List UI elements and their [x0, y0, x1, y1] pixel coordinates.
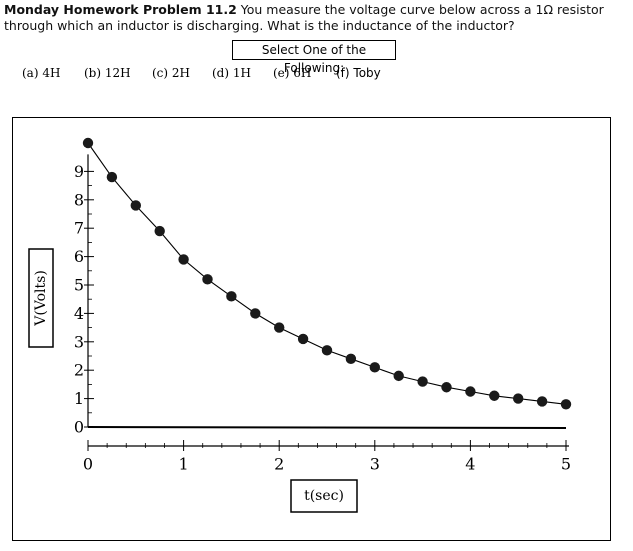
option-f[interactable]: (f) Toby [336, 66, 381, 80]
y-tick-label-4: 4 [74, 304, 84, 323]
zero-line [87, 426, 567, 429]
y-tick-label-2: 2 [74, 361, 84, 380]
data-point-11 [345, 353, 357, 365]
problem-text: You measure the voltage curve below acro… [4, 2, 604, 33]
y-axis-label: V(Volts) [33, 270, 49, 327]
y-tick-label-6: 6 [74, 247, 84, 266]
x-tick-label-1: 1 [179, 455, 189, 474]
y-tick-label-8: 8 [74, 190, 84, 209]
data-point-3 [154, 225, 165, 237]
voltage-curve-line [87, 142, 567, 405]
voltage-chart-frame: 0 1 2 3 4 5 6 7 8 9 0 1 2 3 4 5 V(Volts) t(sec) [12, 117, 611, 541]
answer-options: (a) 4H (b) 12H (c) 2H (d) 1H (e) 6H (f) … [22, 66, 522, 84]
x-axis-label: t(sec) [304, 488, 344, 504]
voltage-chart: 0 1 2 3 4 5 6 7 8 9 0 1 2 3 4 5 V(Volts) t(sec) [28, 137, 572, 513]
y-tick-label-0: 0 [74, 418, 84, 437]
x-tick-label-0: 0 [83, 455, 93, 474]
ticks: 0 1 2 3 4 5 6 7 8 9 0 1 2 3 4 5 [74, 162, 571, 474]
data-point-1 [106, 171, 118, 183]
data-point-6 [226, 291, 237, 302]
data-point-9 [297, 333, 309, 345]
option-a[interactable]: (a) 4H [22, 66, 61, 80]
data-point-8 [274, 322, 285, 333]
curve [87, 142, 567, 405]
data-point-18 [513, 393, 524, 404]
x-tick-label-2: 2 [274, 455, 284, 474]
data-point-17 [489, 390, 500, 401]
data-point-2 [130, 200, 141, 211]
data-point-10 [321, 345, 333, 356]
problem-statement: Monday Homework Problem 11.2 You measure… [4, 2, 630, 34]
x-tick-label-3: 3 [370, 455, 380, 474]
x-tick-label-5: 5 [561, 455, 571, 474]
option-c[interactable]: (c) 2H [152, 66, 190, 80]
option-b[interactable]: (b) 12H [84, 66, 131, 80]
data-point-15 [441, 382, 452, 393]
data-point-16 [465, 386, 476, 397]
data-point-12 [369, 362, 380, 373]
x-axis-label-box: t(sec) [290, 479, 358, 513]
select-prompt: Select One of the Following: [232, 40, 396, 75]
axes [87, 154, 569, 447]
data-point-20 [560, 399, 572, 410]
y-axis-label-box: V(Volts) [28, 248, 54, 348]
data-point-19 [536, 396, 548, 407]
data-point-14 [417, 376, 428, 387]
data-point-0 [82, 137, 94, 149]
zero-voltage-line [87, 426, 567, 429]
y-tick-label-5: 5 [74, 276, 84, 295]
points [82, 137, 572, 410]
y-tick-label-7: 7 [74, 219, 84, 238]
option-e[interactable]: (e) 6H [273, 66, 312, 80]
x-tick-label-4: 4 [465, 455, 475, 474]
y-tick-label-1: 1 [74, 389, 84, 408]
problem-title: Monday Homework Problem 11.2 [4, 2, 237, 17]
data-point-5 [202, 274, 213, 285]
data-point-4 [178, 254, 189, 265]
option-d[interactable]: (d) 1H [212, 66, 251, 80]
y-tick-label-9: 9 [74, 162, 84, 181]
y-tick-label-3: 3 [74, 332, 84, 351]
data-point-13 [393, 370, 404, 382]
data-point-7 [250, 308, 261, 319]
